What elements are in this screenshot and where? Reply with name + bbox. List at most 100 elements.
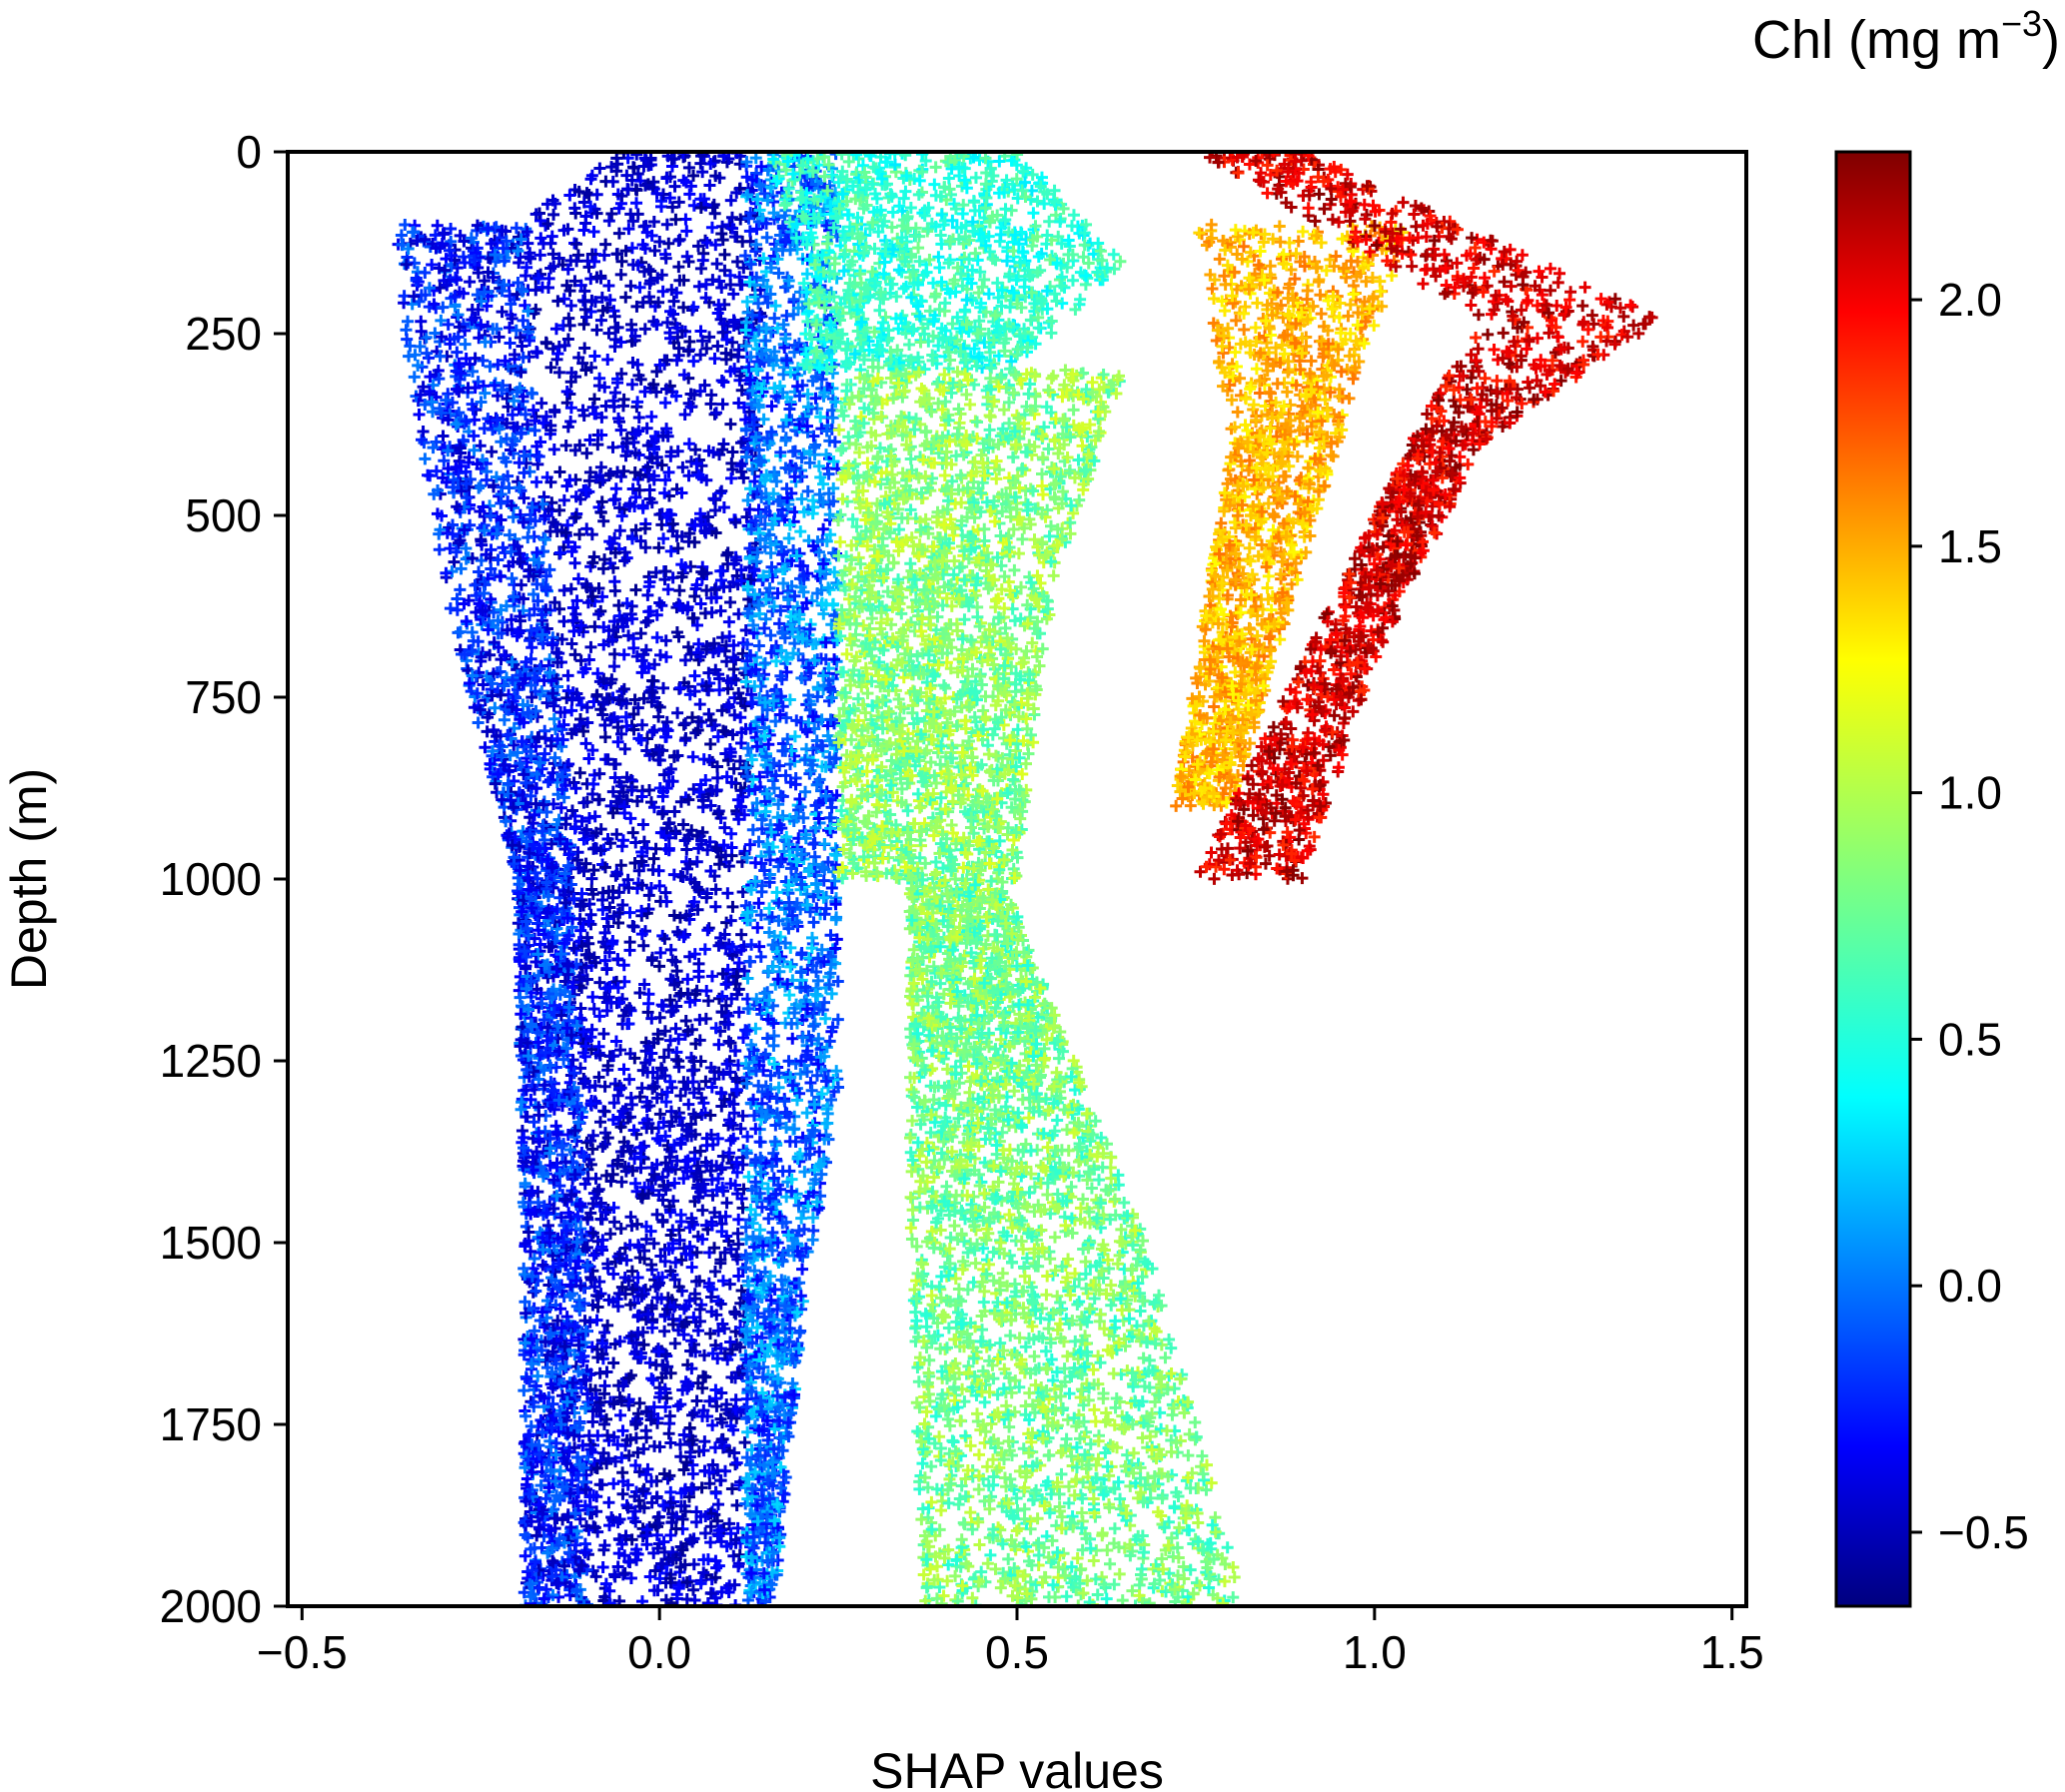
data-point <box>688 669 701 682</box>
data-point <box>602 1496 615 1509</box>
data-point <box>672 989 685 1002</box>
data-point <box>454 625 467 638</box>
data-point <box>664 305 677 318</box>
data-point <box>609 321 622 334</box>
data-point <box>607 1356 620 1369</box>
data-point <box>640 1233 653 1246</box>
data-point <box>408 371 421 384</box>
data-point <box>645 411 658 424</box>
data-point <box>686 611 699 624</box>
data-point <box>687 199 700 212</box>
data-point <box>506 572 518 585</box>
data-point <box>587 1002 600 1015</box>
data-point <box>664 943 677 956</box>
data-point <box>617 1063 630 1076</box>
data-point <box>551 295 564 308</box>
data-point <box>663 192 676 205</box>
data-point <box>584 908 597 921</box>
data-point <box>486 446 499 458</box>
data-point <box>586 888 599 901</box>
data-point <box>553 465 566 478</box>
data-point <box>679 1014 692 1027</box>
data-point <box>473 565 486 578</box>
data-point <box>731 351 744 364</box>
data-point <box>667 909 680 922</box>
data-point <box>640 422 653 435</box>
data-point <box>694 325 707 338</box>
data-point <box>646 674 659 687</box>
data-point <box>664 1436 677 1449</box>
data-point <box>646 1373 659 1386</box>
data-point <box>639 1424 652 1437</box>
data-point <box>609 482 622 495</box>
data-point <box>629 583 642 596</box>
data-point <box>402 315 415 328</box>
data-point <box>448 555 461 568</box>
data-point <box>552 252 565 265</box>
data-point <box>674 1398 687 1411</box>
data-point <box>563 319 576 332</box>
data-point <box>693 1034 706 1047</box>
data-point <box>703 331 716 344</box>
data-point <box>653 879 666 892</box>
data-point <box>642 997 655 1010</box>
data-point <box>680 1592 693 1605</box>
data-point <box>576 620 589 633</box>
data-point <box>724 279 737 292</box>
data-point <box>590 188 603 201</box>
data-point <box>510 222 522 235</box>
data-point <box>685 711 698 724</box>
data-point <box>650 631 663 644</box>
data-point <box>614 1408 626 1421</box>
data-point <box>653 960 666 973</box>
data-point <box>604 467 617 480</box>
data-point <box>653 648 666 661</box>
data-point <box>682 1098 695 1111</box>
data-point <box>611 952 624 965</box>
data-point <box>725 456 738 469</box>
data-point <box>702 707 715 720</box>
data-point <box>589 1172 602 1185</box>
data-point <box>651 1511 664 1524</box>
data-point <box>710 258 723 271</box>
data-point <box>708 352 721 365</box>
data-point <box>484 360 497 373</box>
data-point <box>598 730 611 743</box>
data-point <box>637 1339 650 1351</box>
data-point <box>607 1097 620 1110</box>
data-point <box>606 1168 619 1181</box>
data-point <box>650 1208 663 1221</box>
data-point <box>693 1303 706 1316</box>
data-point <box>575 815 588 828</box>
data-point <box>624 1091 637 1104</box>
data-point <box>614 268 627 281</box>
data-point <box>602 279 615 292</box>
data-point <box>568 556 581 569</box>
data-point <box>677 1463 690 1476</box>
data-point <box>729 1458 742 1471</box>
data-point <box>713 275 726 288</box>
data-point <box>647 1237 660 1250</box>
data-point <box>647 1400 660 1413</box>
data-point <box>686 750 699 763</box>
data-point <box>694 262 707 275</box>
data-point <box>728 708 741 721</box>
data-point <box>725 841 738 854</box>
data-point <box>691 1325 704 1338</box>
data-point <box>692 883 705 896</box>
data-point <box>701 924 714 937</box>
data-point <box>680 225 693 238</box>
data-point <box>639 616 652 629</box>
data-point <box>532 450 545 463</box>
data-point <box>656 807 669 820</box>
data-point <box>608 584 621 597</box>
data-point <box>451 603 464 616</box>
data-point <box>607 660 620 673</box>
data-point <box>651 1411 664 1424</box>
data-point <box>547 443 560 455</box>
data-point <box>590 324 603 337</box>
data-point <box>608 387 621 400</box>
data-point <box>690 855 703 868</box>
data-point <box>616 899 629 912</box>
